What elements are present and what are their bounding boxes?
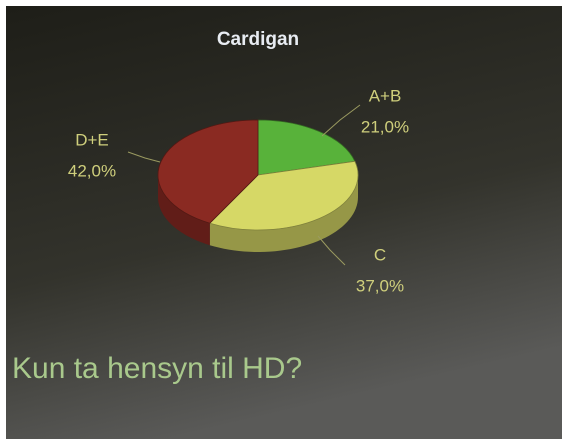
slice-label: D+E [75,130,109,149]
slice-value-label: 42,0% [68,161,116,180]
chart: Cardigan A+B 21,0% C 37,0% D+E 42,0% Kun… [0,0,568,445]
chart-title: Cardigan [217,29,299,50]
annotation: Kun ta hensyn til HD? [12,352,302,385]
slice-value-label: 21,0% [361,117,409,136]
slice-label: C [374,245,386,264]
page: Cardigan A+B 21,0% C 37,0% D+E 42,0% Kun… [0,0,568,445]
pie [158,120,358,252]
slice-value-label: 37,0% [356,276,404,295]
slice-label: A+B [369,86,402,105]
